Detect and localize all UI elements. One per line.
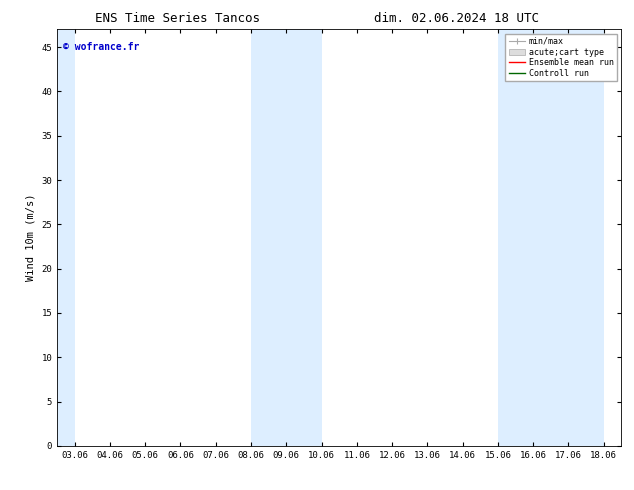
Text: dim. 02.06.2024 18 UTC: dim. 02.06.2024 18 UTC xyxy=(374,12,539,25)
Y-axis label: Wind 10m (m/s): Wind 10m (m/s) xyxy=(26,194,36,281)
Legend: min/max, acute;cart type, Ensemble mean run, Controll run: min/max, acute;cart type, Ensemble mean … xyxy=(505,34,617,81)
Bar xyxy=(57,29,75,446)
Text: © wofrance.fr: © wofrance.fr xyxy=(63,42,139,52)
Bar xyxy=(498,29,604,446)
Bar xyxy=(251,29,321,446)
Text: ENS Time Series Tancos: ENS Time Series Tancos xyxy=(95,12,260,25)
